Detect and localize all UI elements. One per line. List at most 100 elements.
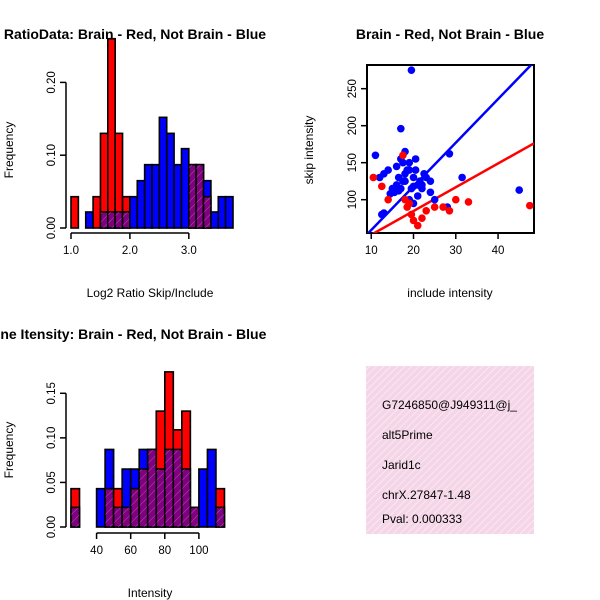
histogram-bar-hatch (196, 164, 204, 228)
x-tick-label: 3.0 (181, 245, 197, 257)
histogram-bar (198, 468, 209, 528)
intensity-histogram-bars (70, 371, 226, 528)
histogram-bar-hatch (181, 469, 191, 527)
scatter-point (397, 124, 405, 133)
x-tick-label: 20 (407, 245, 420, 257)
x-tick-label: 30 (449, 245, 462, 257)
x-tick-label: 40 (90, 545, 103, 557)
scatter-point (392, 162, 401, 171)
histogram-bar (206, 448, 217, 528)
ratio-histogram-axes: 1.0 2.0 3.0 0.00 0.10 0.20 (46, 71, 197, 257)
scatter-fit-lines (367, 65, 534, 233)
histogram-bar (173, 163, 183, 229)
event-id: G7246850@J949311@j_ (382, 398, 517, 412)
scatter-point (409, 173, 418, 182)
scatter-point (430, 195, 439, 204)
intensity-histogram-ylabel: Frequency (2, 422, 16, 479)
x-tick-label: 1.0 (63, 245, 79, 257)
histogram-bar (92, 195, 102, 229)
histogram-bar-hatch (147, 449, 157, 527)
histogram-bar-hatch (105, 488, 114, 527)
histogram-bar (129, 195, 139, 229)
histogram-bar (224, 195, 234, 229)
scatter-point (401, 177, 409, 185)
scatter-point (399, 151, 407, 160)
event-type: alt5Prime (382, 428, 433, 442)
histogram-bar (143, 163, 153, 229)
scatter-point (464, 198, 473, 206)
histogram-bar-hatch (71, 507, 80, 527)
scatter-points (369, 66, 534, 230)
histogram-bar-hatch (113, 507, 123, 527)
y-tick-label: 0.05 (46, 471, 58, 493)
intensity-histogram-axes: 40 60 80 100 0.00 0.05 0.10 0.15 (46, 382, 208, 557)
y-tick-label: 250 (347, 79, 359, 98)
scatter-point (394, 187, 403, 195)
histogram-bar-hatch (122, 507, 131, 527)
intensity-scatter-panel: Brain - Red, Not Brain - Blue 10 20 30 4010… (302, 26, 544, 300)
histogram-bar-hatch (190, 507, 199, 527)
intensity-histogram-panel: Gene Itensity: Brain - Red, Not Brain - … (0, 326, 267, 600)
histogram-bar (217, 195, 227, 229)
histogram-bar (158, 116, 168, 229)
scatter-point (409, 182, 418, 191)
scatter-point (418, 181, 426, 189)
ratio-histogram-panel: RatioData: Brain - Red, Not Brain - Blue… (2, 26, 266, 300)
histogram-bar (180, 147, 190, 229)
x-tick-label: 10 (365, 245, 378, 257)
fit-line (367, 65, 533, 233)
scatter-point (377, 210, 386, 219)
y-tick-label: 0.10 (46, 427, 58, 449)
intensity-histogram-title: Gene Itensity: Brain - Red, Not Brain - … (0, 326, 267, 342)
histogram-bar-hatch (156, 469, 165, 527)
fit-line (371, 142, 534, 233)
scatter-xlabel: include intensity (407, 286, 492, 300)
histogram-bar-hatch (188, 164, 197, 228)
x-tick-label: 100 (189, 545, 208, 557)
histogram-bar-hatch (107, 211, 116, 228)
scatter-point (369, 173, 378, 182)
x-tick-label: 40 (492, 245, 505, 257)
chromosome-location: chrX.27847-1.48 (382, 488, 471, 502)
intensity-histogram-xlabel: Intensity (128, 586, 173, 600)
scatter-point (405, 166, 414, 174)
y-tick-label: 0.10 (46, 144, 58, 166)
ratio-histogram-bars (70, 37, 234, 229)
histogram-bar (165, 132, 175, 229)
histogram-bar (70, 195, 80, 229)
histogram-bar (136, 179, 146, 229)
scatter-point (399, 158, 407, 167)
scatter-point (409, 216, 418, 225)
histogram-bar-hatch (203, 196, 211, 228)
histogram-bar-hatch (115, 211, 123, 228)
info-panel-background (366, 366, 534, 534)
scatter-point (407, 66, 416, 74)
scatter-point (377, 182, 386, 191)
histogram-bar-hatch (139, 469, 148, 527)
p-value: Pval: 0.000333 (382, 512, 462, 526)
scatter-point (445, 150, 454, 158)
histogram-bar (107, 37, 116, 229)
scatter-point (420, 169, 428, 178)
scatter-point (430, 203, 439, 211)
scatter-point (405, 199, 414, 208)
scatter-point (439, 203, 447, 211)
scatter-point (451, 195, 460, 204)
y-tick-label: 0.00 (46, 516, 58, 538)
scatter-ylabel: skip intensity (302, 116, 316, 185)
info-panel: G7246850@J949311@j_ alt5Prime Jarid1c ch… (366, 366, 534, 534)
histogram-bar (210, 211, 220, 229)
scatter-point (411, 166, 420, 174)
scatter-point (413, 192, 422, 200)
histogram-bar-hatch (130, 488, 140, 527)
ratio-histogram-xlabel: Log2 Ratio Skip/Include (87, 286, 214, 300)
scatter-point (426, 177, 435, 185)
histogram-bar-hatch (100, 211, 108, 228)
scatter-axes: 10 20 30 40 100 150 200 250 (347, 79, 504, 257)
x-tick-label: 80 (158, 545, 171, 557)
histogram-bar (84, 211, 94, 229)
ratio-histogram-title: RatioData: Brain - Red, Not Brain - Blue (4, 26, 266, 42)
scatter-point (384, 195, 392, 204)
histogram-bar-hatch (173, 449, 182, 527)
